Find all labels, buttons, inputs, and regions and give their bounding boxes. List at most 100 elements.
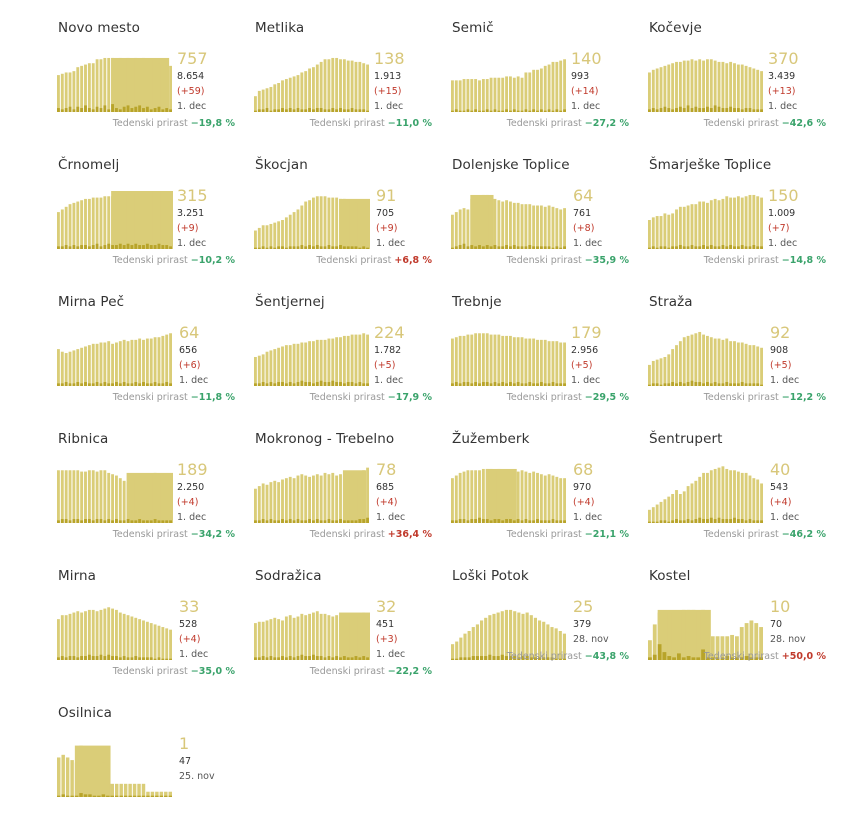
bar-active — [648, 220, 651, 249]
municipality-card: Sodražica 32 451 (+3) 1. dec Tedenski prirast… — [254, 568, 432, 693]
bar-active — [559, 478, 563, 523]
bar-active — [551, 206, 555, 249]
bar-active — [736, 196, 740, 249]
bar-active — [694, 480, 698, 523]
bar-new — [339, 657, 342, 660]
bar-active — [142, 475, 145, 523]
bar-new — [64, 519, 68, 523]
daily-delta-value: (+7) — [768, 223, 790, 234]
bar-active — [520, 77, 524, 112]
bar-new — [123, 795, 128, 797]
bar-new — [115, 245, 118, 249]
bar-new — [694, 382, 698, 386]
bar-active — [760, 347, 763, 386]
bar-new — [346, 382, 350, 386]
bar-new — [547, 520, 551, 523]
bar-new — [454, 520, 458, 523]
bar-new — [281, 108, 284, 112]
bar-active — [76, 611, 80, 660]
bar-active — [254, 357, 257, 386]
bar-active — [91, 343, 95, 386]
bar-active — [525, 612, 529, 660]
total-cases-value: 656 — [179, 345, 198, 356]
bar-new — [153, 382, 157, 386]
bar-new — [122, 106, 126, 112]
bar-active — [651, 69, 655, 112]
bar-new — [122, 520, 126, 523]
bar-active — [68, 72, 72, 112]
bar-new — [91, 520, 95, 523]
bar-active — [698, 59, 702, 112]
weekly-change-row: Tedenski prirast −35,0 % — [57, 666, 235, 677]
bar-new — [157, 520, 161, 523]
bar-active — [485, 333, 489, 386]
bar-new — [458, 383, 462, 386]
bar-new — [165, 245, 169, 249]
bar-active — [292, 343, 296, 386]
bar-new — [60, 246, 64, 249]
bar-active — [284, 79, 288, 112]
bar-active — [103, 196, 107, 249]
bar-active — [701, 609, 705, 660]
bar-active — [729, 197, 733, 249]
bar-active — [509, 609, 513, 660]
bar-active — [454, 212, 458, 249]
weekly-change-value: −22,2 % — [387, 666, 432, 677]
bar-new — [667, 108, 671, 112]
bar-new — [509, 656, 513, 660]
bar-new — [126, 105, 130, 112]
bar-new — [76, 382, 80, 386]
total-cases-value: 528 — [179, 619, 198, 630]
bar-active — [691, 609, 696, 660]
bar-new — [150, 795, 155, 797]
bar-new — [122, 382, 126, 386]
bar-new — [532, 109, 536, 112]
bar-active — [331, 472, 335, 523]
bar-new — [134, 520, 138, 523]
bar-active — [97, 757, 101, 797]
bar-active — [335, 475, 339, 523]
daily-delta-value: (+13) — [768, 86, 796, 97]
bar-new — [265, 383, 269, 386]
bar-new — [134, 656, 138, 660]
bar-active — [686, 60, 690, 112]
bar-new — [273, 109, 277, 112]
bar-new — [462, 519, 466, 523]
sparkline-chart — [254, 333, 369, 386]
bar-new — [451, 110, 454, 112]
bar-new — [342, 383, 346, 386]
bar-new — [451, 520, 454, 523]
bar-new — [91, 383, 95, 386]
bar-new — [682, 383, 686, 386]
bar-new — [358, 109, 362, 112]
bar-new — [149, 383, 153, 386]
date-label: 1. dec — [573, 512, 603, 523]
bar-active — [466, 209, 470, 249]
bar-new — [667, 383, 671, 386]
bar-new — [497, 519, 501, 523]
bar-active — [500, 611, 504, 660]
bar-active — [95, 611, 99, 660]
bar-new — [559, 383, 563, 386]
bar-active — [715, 636, 720, 660]
bar-active — [165, 191, 169, 249]
bar-new — [756, 383, 760, 386]
bar-new — [107, 383, 111, 386]
weekly-change-row: Tedenski prirast −34,2 % — [57, 529, 235, 540]
bar-active — [524, 72, 528, 112]
bar-active — [520, 470, 524, 523]
municipality-name: Sodražica — [255, 568, 322, 584]
bar-new — [671, 382, 675, 386]
bar-new — [462, 110, 466, 112]
bar-active — [111, 474, 114, 523]
bar-active — [111, 196, 114, 249]
bar-active — [342, 475, 346, 523]
bar-new — [254, 110, 257, 112]
active-cases-value: 40 — [770, 460, 791, 479]
bar-new — [493, 245, 497, 249]
bar-active — [68, 204, 72, 249]
bar-active — [304, 201, 308, 249]
bar-active — [748, 194, 752, 249]
sparkline-chart — [451, 468, 566, 523]
weekly-change-label: Tedenski prirast — [506, 392, 582, 403]
